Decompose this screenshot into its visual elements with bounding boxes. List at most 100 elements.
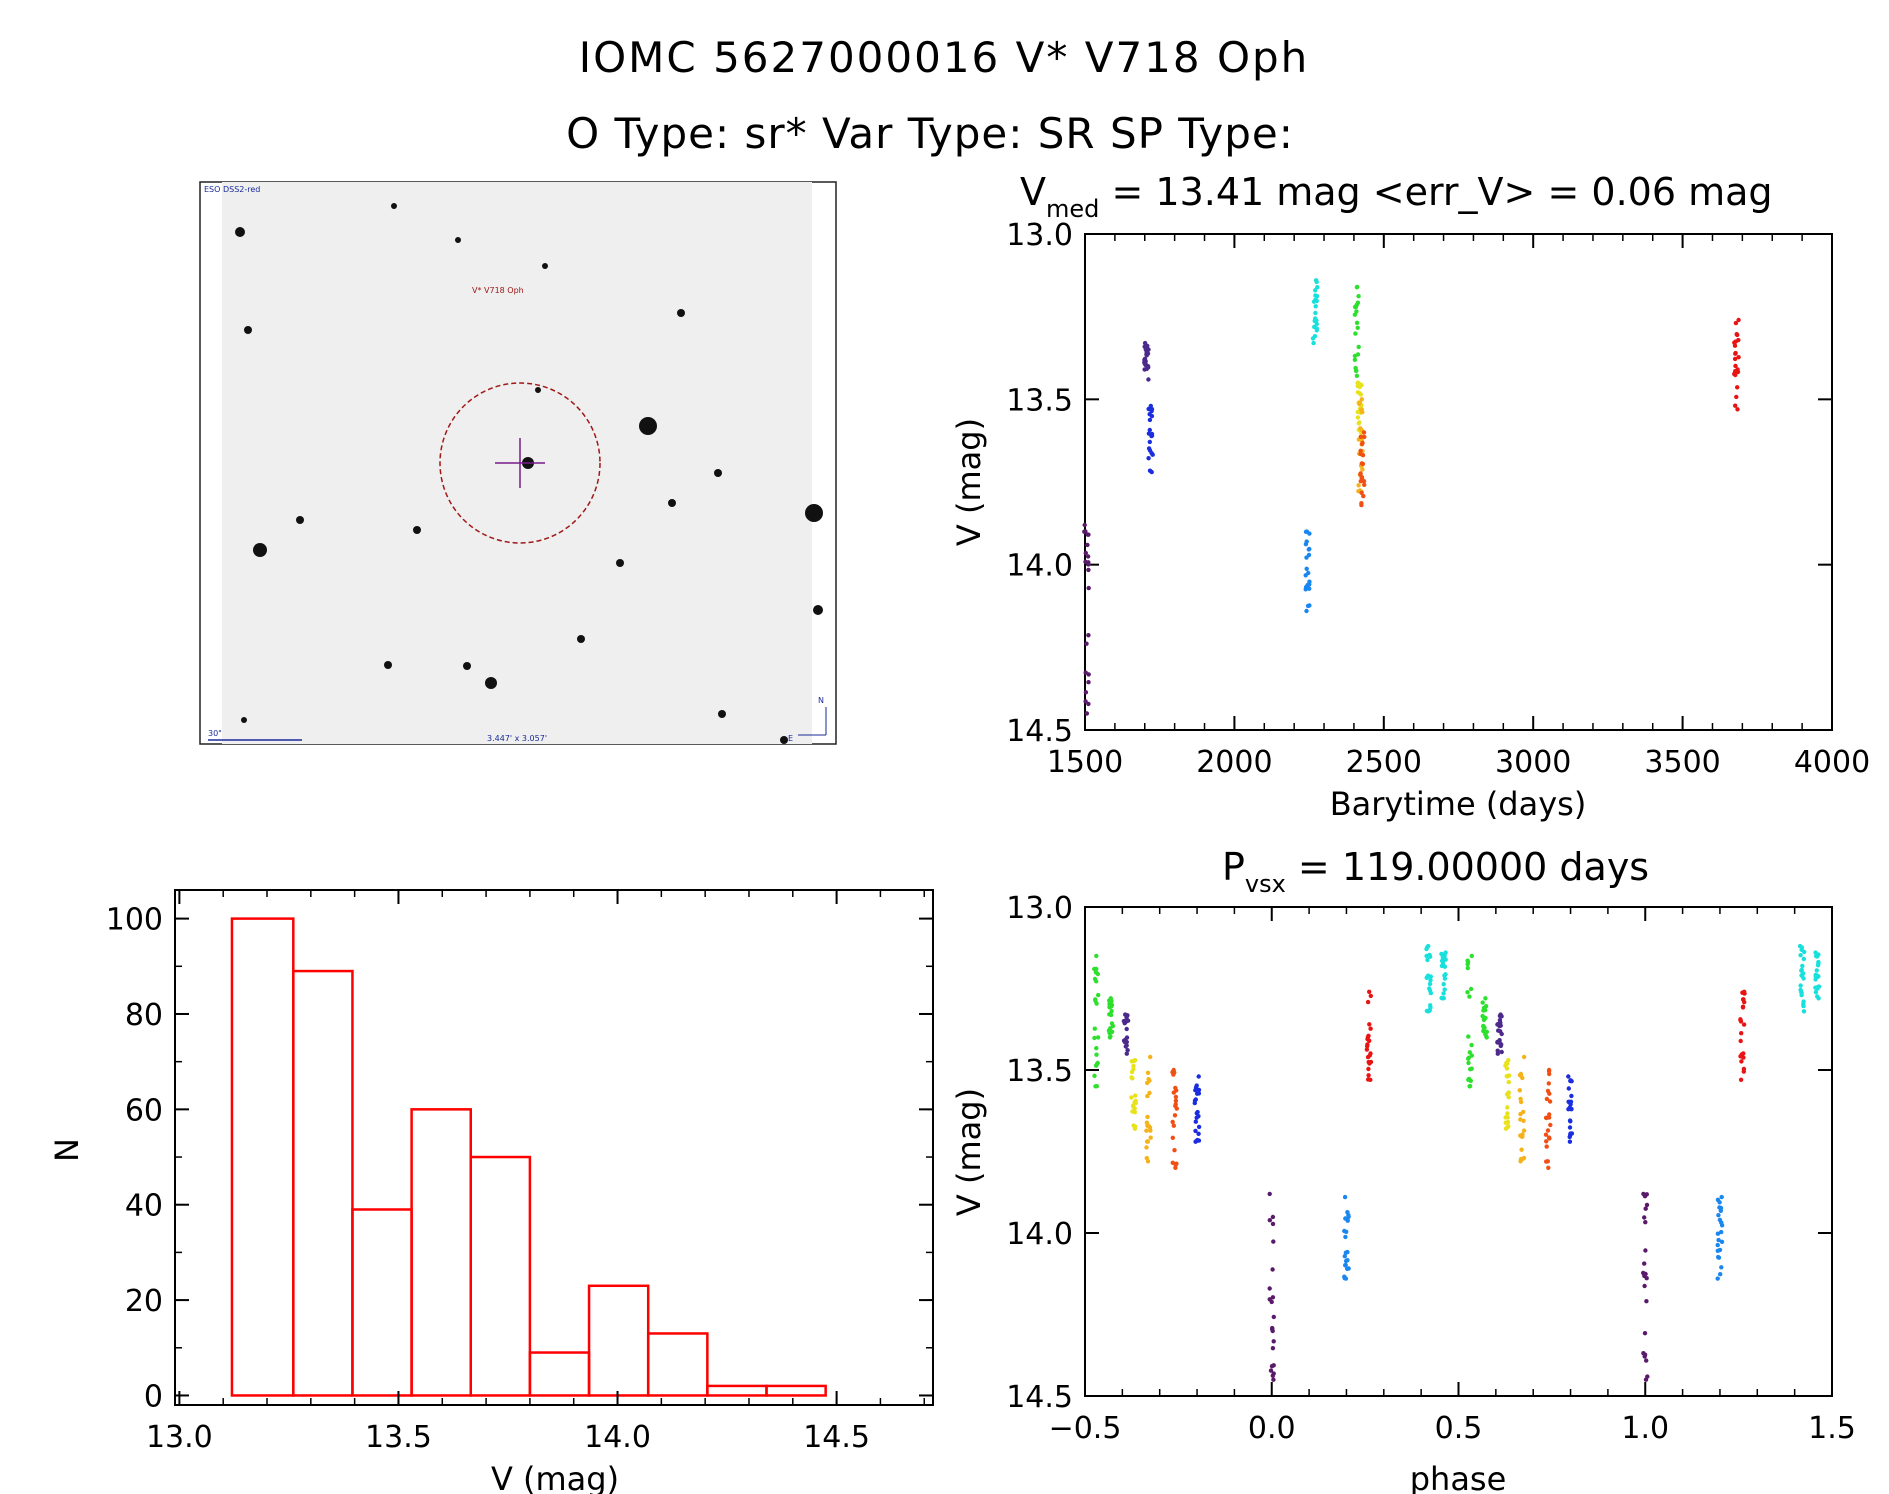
data-point <box>1096 992 1101 998</box>
data-point <box>1094 966 1099 972</box>
data-point <box>1816 952 1821 957</box>
y-tick-label: 14.5 <box>1006 714 1073 749</box>
data-point <box>1342 1254 1348 1259</box>
lightcurve-points <box>1082 278 1741 716</box>
data-point <box>1735 385 1740 390</box>
star <box>253 543 267 557</box>
data-point <box>1193 1088 1198 1093</box>
phased-title-sub: vsx <box>1245 870 1286 898</box>
data-point <box>1086 701 1091 707</box>
data-point <box>1814 968 1820 973</box>
data-point <box>1733 320 1739 326</box>
data-point <box>1306 547 1312 552</box>
size-label: 3.447' x 3.057' <box>487 734 547 743</box>
data-point <box>1084 711 1090 716</box>
data-point <box>1801 956 1807 962</box>
data-point <box>1313 316 1318 321</box>
data-point <box>1567 1134 1572 1140</box>
data-point <box>1813 990 1819 995</box>
data-point <box>1345 1258 1350 1263</box>
x-tick-label: 0.0 <box>1248 1411 1296 1446</box>
phased-points <box>1092 943 1822 1382</box>
data-point <box>1147 439 1153 445</box>
data-point <box>1717 1200 1722 1205</box>
data-point <box>1146 377 1151 382</box>
data-point <box>1107 1035 1113 1040</box>
data-point <box>1800 963 1805 969</box>
data-point <box>1268 1368 1274 1373</box>
target-label: V* V718 Oph <box>472 286 524 295</box>
data-point <box>1499 1014 1504 1019</box>
data-point <box>1172 1148 1177 1153</box>
y-tick-label: 20 <box>125 1284 163 1319</box>
data-point <box>1643 1248 1648 1253</box>
data-point <box>1718 1272 1723 1277</box>
data-point <box>1342 1194 1348 1200</box>
star <box>677 309 685 317</box>
header-subtitle: O Type: sr* Var Type: SR SP Type: <box>566 109 1294 158</box>
header-title: IOMC 5627000016 V* V718 Oph <box>579 33 1310 82</box>
data-point <box>1361 430 1367 435</box>
data-point <box>1738 1017 1743 1022</box>
data-point <box>1466 1034 1471 1039</box>
y-tick-label: 13.5 <box>1006 383 1073 418</box>
data-point <box>1133 1100 1138 1105</box>
y-tick-label: 13.5 <box>1006 1054 1073 1089</box>
data-point <box>1173 1103 1178 1109</box>
data-point <box>1468 986 1474 992</box>
data-point <box>1304 566 1309 571</box>
data-point <box>1086 672 1091 677</box>
data-point <box>1144 1128 1149 1133</box>
data-point <box>1368 1059 1374 1065</box>
data-point <box>1718 1208 1724 1214</box>
data-point <box>1439 963 1445 969</box>
data-point <box>1358 434 1364 439</box>
data-point <box>1715 1276 1720 1281</box>
data-point <box>1644 1358 1649 1363</box>
data-point <box>1313 304 1318 309</box>
y-tick-label: 60 <box>125 1093 163 1128</box>
data-point <box>1546 1135 1552 1140</box>
data-point <box>1144 1120 1150 1125</box>
data-point <box>1480 1000 1485 1005</box>
data-point <box>1267 1191 1272 1197</box>
data-point <box>1129 1095 1134 1100</box>
data-point <box>1358 451 1363 457</box>
data-point <box>1424 953 1429 959</box>
data-point <box>1740 1004 1746 1009</box>
data-point <box>1569 1106 1574 1112</box>
y-tick-label: 14.5 <box>1006 1380 1073 1415</box>
data-point <box>1741 1069 1747 1074</box>
data-point <box>1355 415 1361 420</box>
data-point <box>1544 1096 1550 1102</box>
histogram-bar <box>230 917 295 1397</box>
data-point <box>1124 1015 1129 1020</box>
data-point <box>1443 957 1448 962</box>
data-point <box>1499 1049 1504 1055</box>
data-point <box>1546 1081 1552 1086</box>
data-point <box>1481 1024 1486 1029</box>
data-point <box>1170 1119 1175 1125</box>
histogram-bars <box>230 917 827 1397</box>
data-point <box>1352 312 1358 317</box>
star <box>577 635 585 643</box>
data-point <box>1352 304 1358 310</box>
data-point <box>1269 1364 1275 1369</box>
data-point <box>1735 332 1740 338</box>
data-point <box>1642 1261 1647 1266</box>
star <box>780 736 788 744</box>
data-point <box>1172 1113 1178 1118</box>
data-point <box>1346 1214 1351 1220</box>
data-point <box>1506 1090 1511 1095</box>
data-point <box>1428 978 1433 983</box>
data-point <box>1086 532 1091 537</box>
data-point <box>1129 1069 1135 1075</box>
data-point <box>1145 1159 1151 1164</box>
data-point <box>1738 1054 1743 1059</box>
data-point <box>1798 983 1803 988</box>
data-point <box>1469 1053 1475 1058</box>
histogram-axes: 13.0 13.5 14.0 14.5 0 20 40 60 80 100 <box>106 890 933 1455</box>
data-point <box>1427 954 1433 959</box>
data-point <box>1441 991 1446 996</box>
data-point <box>1357 400 1363 405</box>
